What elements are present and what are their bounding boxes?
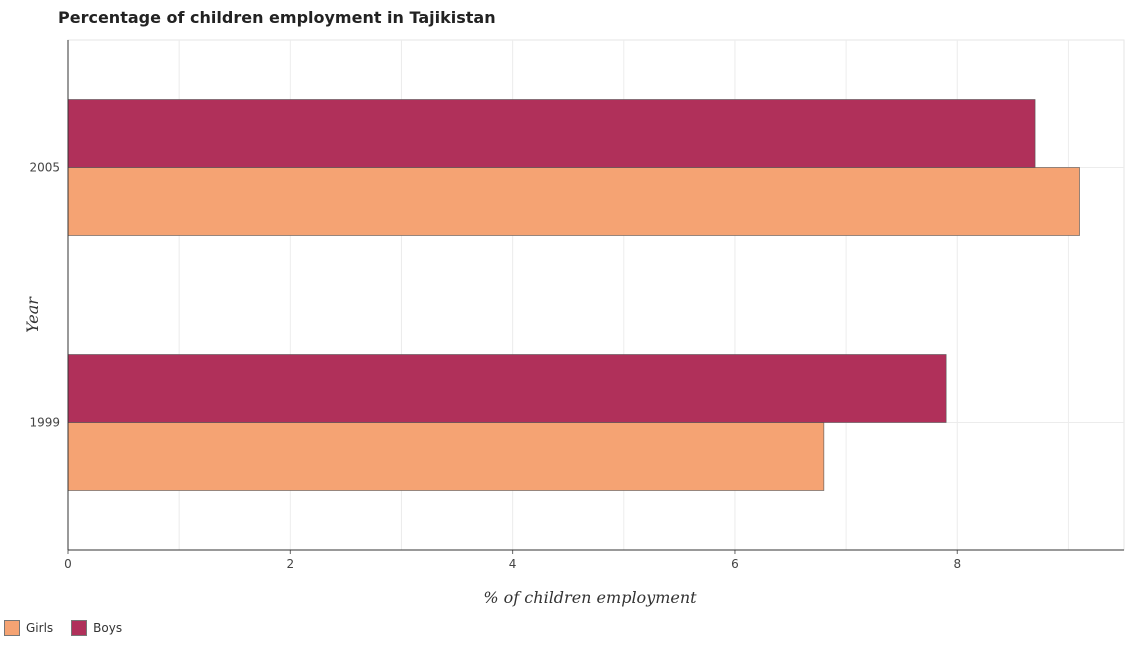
x-tick-label: 0 [64,557,72,571]
x-axis-label: % of children employment [483,588,697,607]
y-tick-label: 2005 [29,161,60,175]
bars [67,99,1080,491]
x-tick-label: 6 [731,557,739,571]
x-tick-label: 4 [509,557,517,571]
legend-label-girls: Girls [26,621,54,635]
bar-boys-2005 [67,99,1036,168]
y-tick-label: 1999 [29,416,60,430]
legend: Girls Boys [4,620,122,636]
tick-labels: 0 2 4 6 8 1999 2005 [29,161,961,572]
legend-label-boys: Boys [93,621,123,635]
legend-swatch-girls [4,620,20,636]
x-tick-label: 2 [286,557,294,571]
legend-item-girls: Girls [4,620,53,636]
axes [67,40,1124,554]
y-axis-label: Year [23,296,42,333]
legend-item-boys: Boys [71,620,122,636]
bar-girls-2005 [67,167,1080,236]
bar-girls-1999 [67,422,825,491]
bar-boys-1999 [67,354,947,423]
chart-title: Percentage of children employment in Taj… [58,8,496,27]
x-tick-label: 8 [953,557,961,571]
legend-swatch-boys [71,620,88,636]
